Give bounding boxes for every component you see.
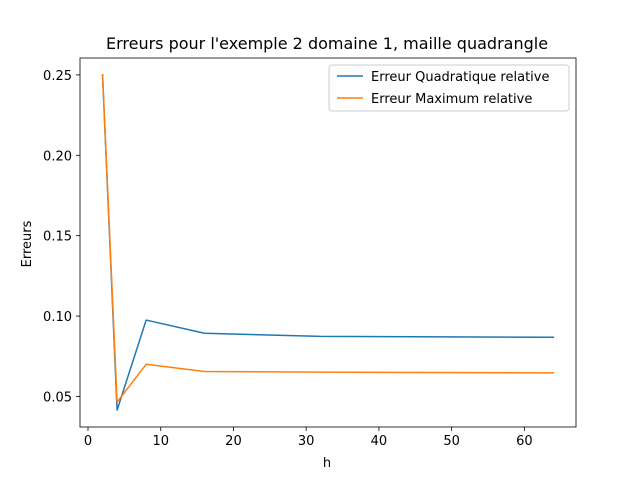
x-axis: 0 10 20 30 40 50 60 — [84, 427, 533, 449]
chart-title: Erreurs pour l'exemple 2 domaine 1, mail… — [106, 34, 548, 53]
legend-label-2: Erreur Maximum relative — [371, 92, 532, 107]
y-axis-label: Erreurs — [20, 220, 35, 267]
x-tick-label: 0 — [84, 434, 92, 449]
legend: Erreur Quadratique relative Erreur Maximu… — [328, 64, 570, 112]
y-tick-label: 0.20 — [43, 149, 72, 164]
x-tick-label: 20 — [225, 434, 242, 449]
y-tick-label: 0.15 — [43, 230, 72, 245]
x-tick-label: 10 — [152, 434, 169, 449]
x-tick-label: 30 — [298, 434, 315, 449]
x-tick-label: 60 — [516, 434, 533, 449]
y-tick-label: 0.25 — [43, 69, 72, 84]
y-axis: 0.05 0.10 0.15 0.20 0.25 — [43, 69, 80, 405]
x-tick-label: 40 — [371, 434, 388, 449]
plot-frame — [79, 57, 577, 428]
y-tick-label: 0.10 — [43, 310, 72, 325]
legend-box — [328, 64, 570, 112]
x-tick-label: 50 — [443, 434, 460, 449]
x-axis-label: h — [323, 456, 331, 471]
series-line-2 — [101, 74, 555, 403]
y-tick-label: 0.05 — [43, 390, 72, 405]
plot-area — [101, 74, 555, 411]
legend-label-1: Erreur Quadratique relative — [371, 70, 549, 85]
